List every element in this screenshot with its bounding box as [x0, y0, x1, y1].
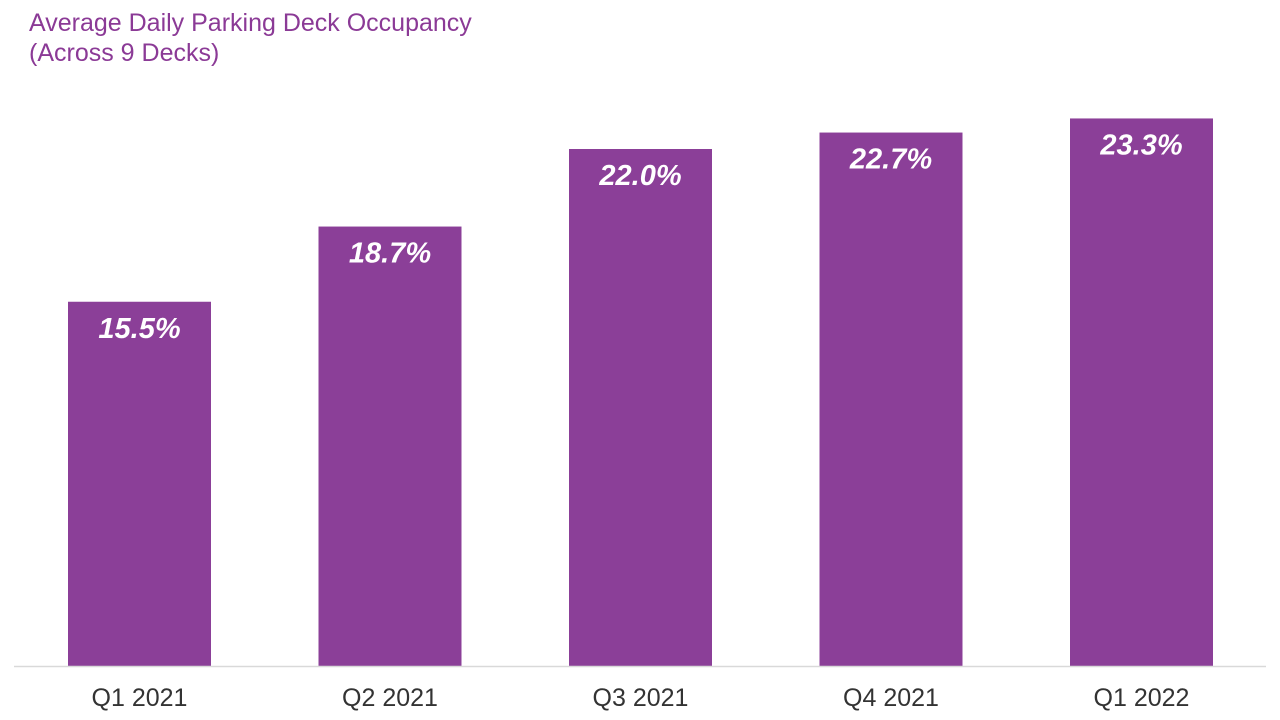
data-label-3: 22.0% — [598, 160, 681, 192]
chart-subtitle: (Across 9 Decks) — [29, 39, 220, 67]
data-label-4: 22.7% — [849, 144, 932, 176]
data-label-1: 15.5% — [98, 313, 180, 345]
bar-2 — [318, 226, 462, 667]
x-tick-label-2: Q2 2021 — [342, 684, 438, 712]
chart-title-block: Average Daily Parking Deck Occupancy (Ac… — [29, 8, 472, 68]
x-tick-label-4: Q4 2021 — [843, 684, 939, 712]
x-tick-label-1: Q1 2021 — [92, 684, 188, 712]
x-tick-label-3: Q3 2021 — [593, 684, 689, 712]
data-label-2: 18.7% — [349, 238, 431, 270]
bar-1 — [68, 301, 211, 666]
bar-3 — [569, 149, 712, 666]
data-labels-group: 15.5% 18.7% 22.0% 22.7% 23.3% — [98, 129, 1182, 344]
bar-4 — [819, 132, 963, 667]
bar-5 — [1070, 118, 1213, 666]
chart-title: Average Daily Parking Deck Occupancy — [29, 9, 472, 37]
tick-labels-group: Q1 2021 Q2 2021 Q3 2021 Q4 2021 Q1 2022 — [92, 684, 1190, 712]
bars-group — [68, 118, 1213, 667]
x-tick-label-5: Q1 2022 — [1094, 684, 1190, 712]
data-label-5: 23.3% — [1099, 129, 1182, 161]
